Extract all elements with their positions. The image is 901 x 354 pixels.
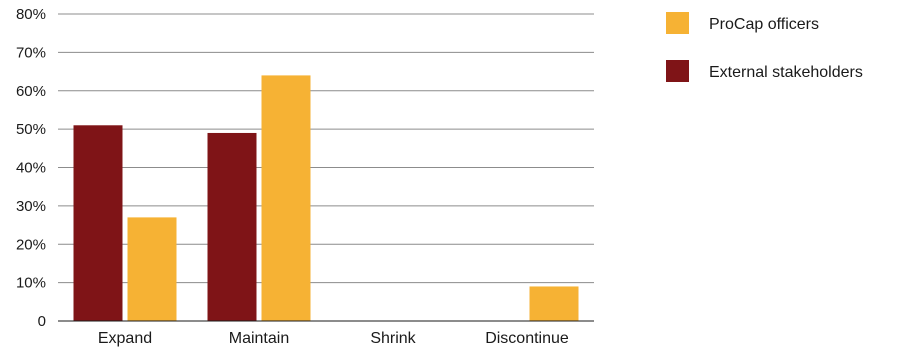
bar-external-stakeholders-maintain <box>207 132 257 321</box>
x-category-label: Maintain <box>229 330 289 347</box>
y-tick-label: 30% <box>16 198 46 215</box>
x-category-label: Expand <box>98 330 152 347</box>
legend-label: External stakeholders <box>709 64 863 81</box>
legend-swatch <box>666 60 689 82</box>
x-category-label: Discontinue <box>485 330 569 347</box>
bar-procap-officers-maintain <box>261 75 311 322</box>
y-axis-tick-labels: 0 10% 20% 30% 40% 50% 60% 70% 80% <box>16 6 46 330</box>
bar-procap-officers-discontinue <box>529 286 579 321</box>
y-tick-label: 80% <box>16 6 46 23</box>
x-category-label: Shrink <box>370 330 416 347</box>
legend: ProCap officers External stakeholders <box>666 12 863 82</box>
y-tick-label: 10% <box>16 275 46 292</box>
y-tick-label: 20% <box>16 236 46 253</box>
bar-external-stakeholders-expand <box>73 125 123 321</box>
bar-procap-officers-expand <box>127 217 177 321</box>
legend-label: ProCap officers <box>709 16 819 33</box>
y-tick-label: 50% <box>16 121 46 138</box>
y-tick-label: 60% <box>16 83 46 100</box>
bars <box>73 75 579 322</box>
x-axis: Expand Maintain Shrink Discontinue <box>58 320 594 347</box>
y-tick-label: 70% <box>16 44 46 61</box>
legend-swatch <box>666 12 689 34</box>
y-tick-label: 40% <box>16 160 46 177</box>
y-tick-label: 0 <box>38 313 46 330</box>
